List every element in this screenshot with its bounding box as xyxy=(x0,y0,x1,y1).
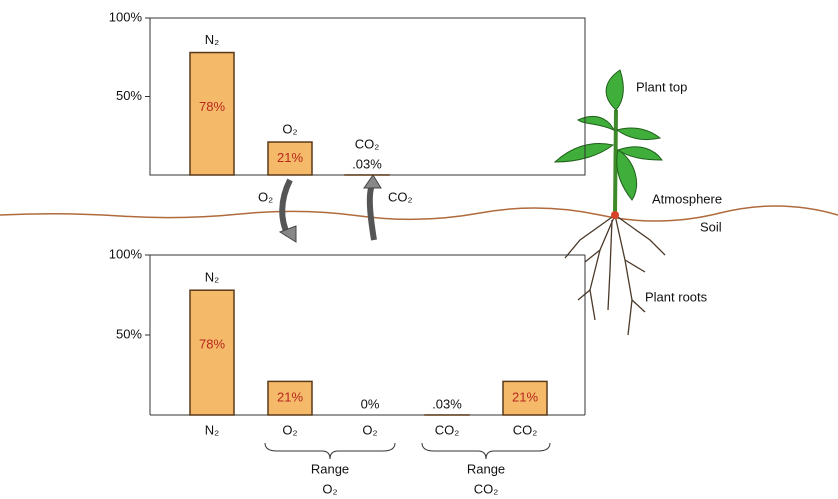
category-label: N₂ xyxy=(205,422,219,437)
y-tick-label: 50% xyxy=(116,326,142,341)
category-label: CO₂ xyxy=(355,136,380,151)
bar xyxy=(190,290,234,415)
value-label: 21% xyxy=(277,390,303,405)
plant-label: Soil xyxy=(700,219,722,234)
category-label: O₂ xyxy=(362,422,377,437)
value-label: .03% xyxy=(432,396,462,411)
y-tick-label: 50% xyxy=(116,88,142,103)
y-tick-label: 100% xyxy=(109,246,143,261)
flow-label: CO₂ xyxy=(388,189,413,204)
value-label: .03% xyxy=(352,156,382,171)
category-label: CO₂ xyxy=(435,422,460,437)
category-label: O₂ xyxy=(282,422,297,437)
y-tick-label: 100% xyxy=(109,9,143,24)
range-label: CO₂ xyxy=(474,481,499,496)
value-label: 0% xyxy=(361,396,380,411)
range-label: O₂ xyxy=(322,481,337,496)
plant-label: Plant roots xyxy=(645,289,708,304)
value-label: 78% xyxy=(199,99,225,114)
range-brace xyxy=(265,443,395,459)
category-label: O₂ xyxy=(282,121,297,136)
plant-label: Plant top xyxy=(636,79,687,94)
value-label: 21% xyxy=(512,390,538,405)
range-label: Range xyxy=(467,461,505,476)
range-label: Range xyxy=(311,461,349,476)
category-label: CO₂ xyxy=(513,422,538,437)
plant-label: Atmosphere xyxy=(652,191,722,206)
co2-arrow-head xyxy=(364,175,381,188)
o2-arrow xyxy=(282,180,290,235)
flow-label: O₂ xyxy=(258,189,273,204)
bar-annotation: N₂ xyxy=(205,270,219,285)
co2-arrow xyxy=(370,185,374,240)
value-label: 21% xyxy=(277,150,303,165)
value-label: 78% xyxy=(199,337,225,352)
category-label: N₂ xyxy=(205,32,219,47)
range-brace xyxy=(422,443,550,459)
diagram: O₂ CO₂ Plant top Atmosphere Soil Plant r… xyxy=(0,0,838,499)
